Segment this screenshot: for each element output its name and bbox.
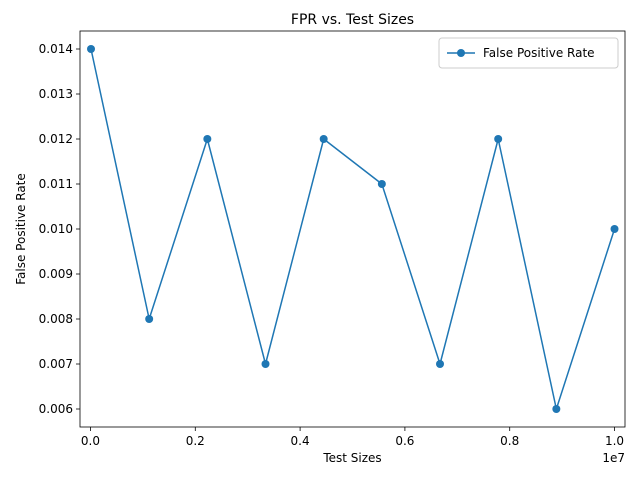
y-tick-label: 0.010 (39, 222, 73, 236)
x-tick-label: 0.4 (291, 434, 310, 448)
x-tick-label: 0.0 (81, 434, 100, 448)
data-point (203, 135, 212, 143)
data-point (552, 405, 561, 413)
y-axis-ticks: 0.006 0.007 0.008 0.009 0.010 0.011 0.012 0.013… (39, 42, 80, 416)
x-axis-label: Test Sizes (322, 451, 381, 465)
legend-marker-swatch (457, 49, 465, 57)
x-axis-offset-label: 1e7 (602, 451, 625, 465)
legend: False Positive Rate (438, 37, 619, 69)
y-tick-label: 0.009 (39, 267, 73, 281)
data-point (377, 180, 386, 188)
x-tick-label: 0.2 (186, 434, 205, 448)
plot-frame (79, 30, 626, 428)
y-axis-label: False Positive Rate (14, 173, 28, 285)
x-tick-label: 1.0 (605, 434, 624, 448)
y-tick-label: 0.007 (39, 357, 73, 371)
series-line (90, 48, 616, 410)
y-tick-label: 0.012 (39, 132, 73, 146)
y-tick-label: 0.013 (39, 87, 73, 101)
y-tick-label: 0.014 (39, 42, 73, 56)
y-tick-label: 0.011 (39, 177, 73, 191)
series-layer (87, 45, 619, 413)
data-point (494, 135, 503, 143)
chart-title: FPR vs. Test Sizes (291, 12, 414, 28)
data-point (319, 135, 328, 143)
plot-area (80, 31, 625, 427)
y-tick-label: 0.008 (39, 312, 73, 326)
data-point (436, 360, 445, 368)
x-tick-label: 0.8 (500, 434, 519, 448)
data-point (261, 360, 270, 368)
x-axis-ticks: 0.0 0.2 0.4 0.6 0.8 1.0 (81, 427, 624, 448)
data-point (610, 225, 619, 233)
data-point (87, 45, 96, 53)
x-tick-label: 0.6 (395, 434, 414, 448)
legend-box (438, 37, 619, 69)
y-tick-label: 0.006 (39, 402, 73, 416)
legend-entry-label: False Positive Rate (483, 46, 595, 60)
data-point (145, 315, 154, 323)
